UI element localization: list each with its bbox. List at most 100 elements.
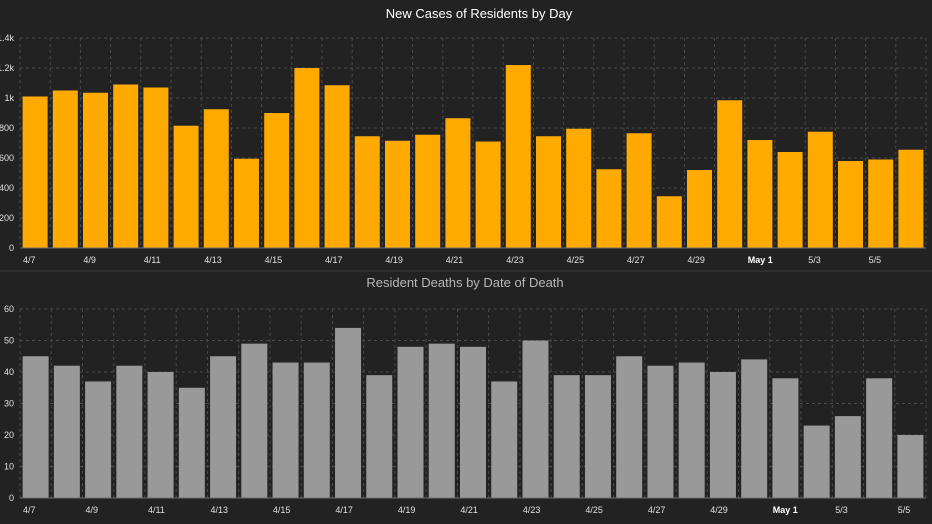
cases-bar: [898, 149, 924, 248]
deaths-bar: [616, 356, 643, 498]
cases-bar: [868, 159, 894, 248]
cases-x-tick-label: 4/11: [144, 255, 161, 265]
deaths-bar: [116, 365, 143, 498]
deaths-bar: [53, 365, 80, 498]
deaths-y-tick-label: 30: [4, 399, 14, 409]
cases-bar: [143, 87, 169, 248]
cases-bar: [22, 96, 48, 248]
cases-x-tick-label: 4/29: [687, 255, 705, 265]
deaths-bar: [272, 362, 299, 498]
cases-x-tick-label: 5/3: [808, 255, 821, 265]
deaths-bar: [147, 372, 174, 498]
deaths-x-tick-label: 4/23: [523, 505, 541, 515]
cases-y-tick-label: 200: [0, 213, 14, 223]
cases-y-tick-label: 0: [9, 243, 14, 253]
cases-x-tick-label: 4/27: [627, 255, 645, 265]
cases-bar: [294, 68, 320, 248]
deaths-bar: [397, 346, 424, 498]
cases-x-tick-label: May 1: [748, 255, 773, 265]
cases-x-tick-label: 4/17: [325, 255, 343, 265]
deaths-x-tick-label: 4/9: [85, 505, 98, 515]
deaths-x-tick-label: 4/15: [273, 505, 291, 515]
cases-bar: [203, 109, 229, 248]
deaths-x-tick-label: 5/3: [835, 505, 848, 515]
cases-chart-title: New Cases of Residents by Day: [386, 6, 573, 21]
cases-bar: [415, 134, 441, 248]
cases-y-tick-label: 1.2k: [0, 63, 14, 73]
cases-bar: [687, 170, 712, 248]
deaths-bar: [210, 356, 237, 498]
deaths-bar: [647, 365, 674, 498]
deaths-bar: [553, 375, 580, 498]
deaths-bar: [897, 435, 924, 498]
deaths-x-tick-label: 4/11: [148, 505, 165, 515]
cases-y-tick-label: 1.4k: [0, 33, 14, 43]
deaths-bar: [772, 378, 799, 498]
deaths-y-tick-label: 0: [9, 493, 14, 503]
deaths-x-tick-label: 4/21: [460, 505, 478, 515]
deaths-chart-title: Resident Deaths by Date of Death: [366, 275, 563, 290]
cases-bar: [475, 141, 501, 248]
cases-bar: [445, 118, 471, 248]
cases-bar: [747, 140, 773, 248]
cases-x-tick-label: 4/15: [265, 255, 283, 265]
cases-bar: [536, 136, 561, 248]
deaths-y-tick-label: 40: [4, 367, 14, 377]
deaths-bar: [834, 416, 861, 498]
deaths-y-tick-label: 10: [4, 462, 14, 472]
cases-bar: [566, 128, 592, 248]
deaths-bar: [741, 359, 768, 498]
deaths-x-tick-label: May 1: [773, 505, 798, 515]
cases-bar: [83, 92, 108, 248]
deaths-bar: [491, 381, 518, 498]
deaths-x-tick-label: 4/7: [23, 505, 36, 515]
cases-bar: [113, 84, 139, 248]
cases-x-tick-label: 4/13: [204, 255, 222, 265]
cases-x-tick-label: 4/23: [506, 255, 524, 265]
deaths-bar: [366, 375, 393, 498]
cases-x-tick-label: 5/5: [869, 255, 882, 265]
deaths-x-tick-label: 4/25: [585, 505, 603, 515]
deaths-x-tick-label: 4/29: [710, 505, 728, 515]
deaths-x-tick-label: 5/5: [898, 505, 911, 515]
cases-bar: [324, 85, 350, 248]
cases-bar: [626, 133, 652, 248]
deaths-bar: [335, 327, 362, 498]
deaths-bar: [460, 346, 486, 498]
cases-bar: [52, 90, 78, 248]
cases-bar: [596, 169, 622, 248]
cases-x-tick-label: 4/9: [83, 255, 96, 265]
cases-y-tick-label: 800: [0, 123, 14, 133]
cases-bar: [717, 100, 743, 248]
deaths-bar: [22, 356, 49, 498]
deaths-bar: [85, 381, 112, 498]
deaths-y-tick-label: 20: [4, 430, 14, 440]
deaths-x-tick-label: 4/19: [398, 505, 416, 515]
cases-x-tick-label: 4/21: [446, 255, 464, 265]
deaths-bar: [241, 343, 268, 498]
cases-x-tick-label: 4/19: [385, 255, 403, 265]
deaths-bar: [678, 362, 705, 498]
deaths-bar: [709, 372, 736, 498]
cases-bar: [264, 113, 290, 248]
cases-x-tick-label: 4/7: [23, 255, 36, 265]
cases-bar: [838, 161, 863, 248]
deaths-bar: [866, 378, 893, 498]
cases-bar: [354, 136, 380, 248]
deaths-x-tick-label: 4/17: [335, 505, 353, 515]
deaths-bar: [428, 343, 455, 498]
cases-chart: 0 200 400 600 800 1k 1.2k 1.4k 4/7 4/9 4/11 4/13 4/1…: [0, 33, 927, 265]
cases-bar: [505, 65, 531, 248]
cases-bar: [173, 125, 199, 248]
cases-bar: [385, 140, 410, 248]
deaths-chart: 0 10 20 30 40 50 60 4/7 4/9 4/11 4/13 4/15 4/17 4/19 4…: [4, 304, 927, 515]
deaths-bar: [522, 340, 549, 498]
cases-x-tick-label: 4/25: [567, 255, 585, 265]
cases-bar: [777, 152, 803, 248]
deaths-y-tick-label: 60: [4, 304, 14, 314]
cases-bar: [656, 196, 682, 248]
cases-bar: [234, 158, 259, 248]
deaths-bar: [584, 375, 611, 498]
deaths-y-tick-label: 50: [4, 336, 14, 346]
